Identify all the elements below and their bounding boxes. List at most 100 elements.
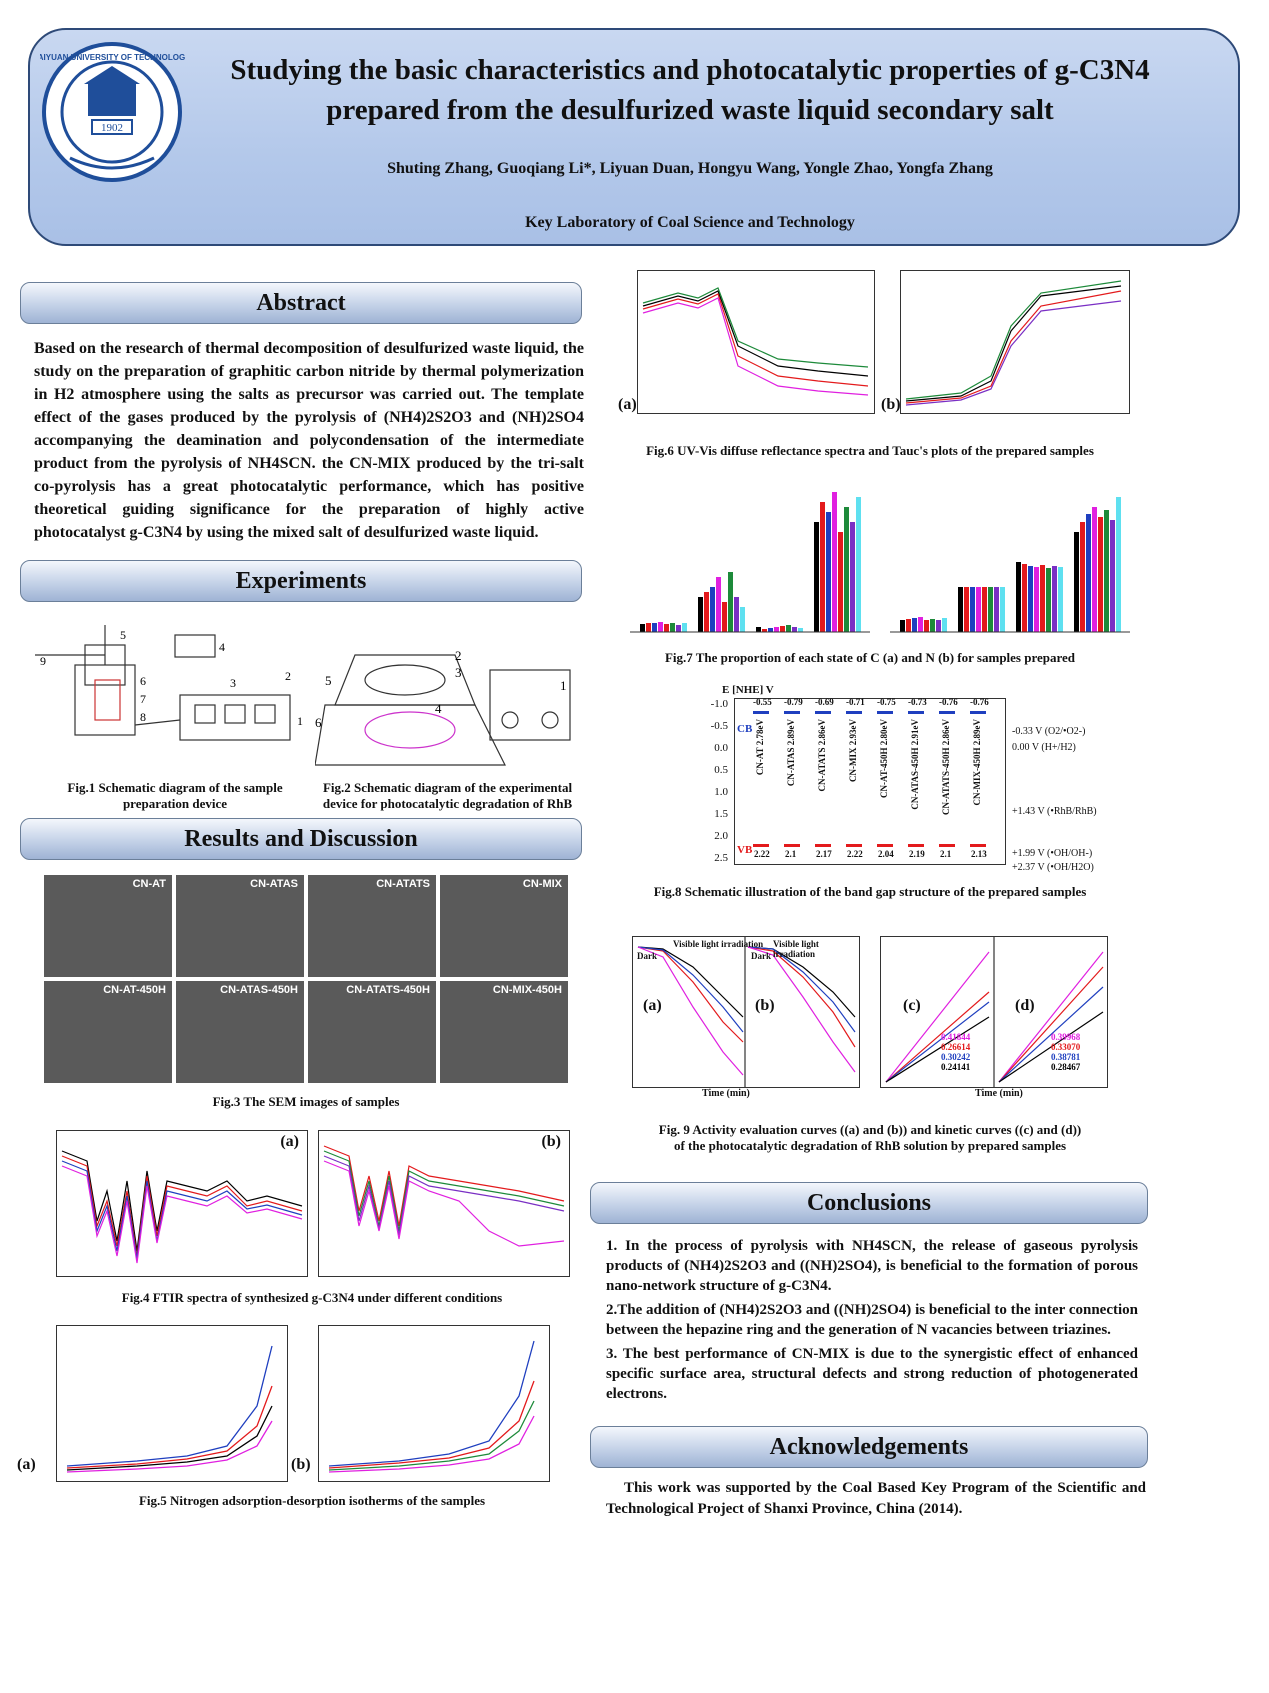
sem-label: CN-ATATS-450H: [346, 984, 430, 996]
fig9-caption-line1: Fig. 9 Activity evaluation curves ((a) a…: [658, 1122, 1082, 1137]
fig4-caption: Fig.4 FTIR spectra of synthesized g-C3N4…: [121, 1290, 503, 1305]
fig1-caption: Fig.1 Schematic diagram of the sample pr…: [67, 780, 283, 811]
bar: [1098, 517, 1103, 632]
fig8-cb-value: -0.76: [970, 697, 989, 707]
fig8-vb-bar: [784, 844, 800, 847]
fig8-ref-level: +1.99 V (•OH/OH-): [1012, 848, 1093, 859]
fig1-label-9: 9: [40, 654, 46, 668]
bar: [1074, 532, 1079, 632]
fig8-cb-bar: [939, 711, 955, 714]
bar: [1000, 587, 1005, 632]
fig5a-isotherm-plot: (a): [17, 1325, 288, 1482]
sem-image: CN-MIX: [440, 875, 568, 977]
bar: [1116, 497, 1121, 632]
sem-label: CN-MIX: [522, 878, 562, 890]
fig8-cb-bar: [753, 711, 769, 714]
sem-label: CN-AT: [132, 878, 166, 890]
fig1-label-6: 6: [140, 674, 146, 688]
fig9a-tag: (a): [643, 997, 662, 1014]
fig5b-isotherm-plot: (b): [291, 1325, 550, 1482]
bar: [976, 587, 981, 632]
abstract-heading: Abstract: [20, 282, 582, 324]
fig8-vb-bar: [846, 844, 862, 847]
fig2-label-4: 4: [435, 701, 442, 716]
fig8-tick: 2.5: [714, 852, 728, 864]
fig9ab-activity: Dark Visible light irradiation Dark Visi…: [632, 936, 860, 1104]
bar: [958, 587, 963, 632]
fig9-k-value: 0.41844: [941, 1032, 971, 1042]
fig8-cb-tag: CB: [737, 723, 753, 735]
fig8-vb-tag: VB: [737, 844, 753, 856]
fig8-frame: -0.55 2.22 CN-AT 2.78eV -0.79 2.1 CN-ATAS 2.8…: [734, 697, 1006, 865]
fig1-label-5: 5: [120, 628, 126, 642]
bar: [814, 522, 819, 632]
fig6b-tag: (b): [881, 396, 901, 413]
bar: [1034, 567, 1039, 632]
bar: [646, 623, 651, 632]
sem-label: CN-AT-450H: [103, 984, 166, 996]
fig8-vb-value: 2.19: [909, 849, 925, 859]
fig8-vb-bar: [753, 844, 769, 847]
fig3-caption: Fig.3 The SEM images of samples: [212, 1094, 400, 1109]
bar: [756, 627, 761, 632]
bar: [1040, 565, 1045, 632]
bar: [936, 620, 941, 632]
bar: [734, 597, 739, 632]
fig8-cb-value: -0.71: [846, 697, 865, 707]
bar: [1016, 562, 1021, 632]
fig8-vb-bar: [815, 844, 831, 847]
fig8-tick: -0.5: [710, 720, 728, 732]
fig2-caption: Fig.2 Schematic diagram of the experimen…: [322, 780, 573, 811]
sem-image: CN-AT-450H: [44, 981, 172, 1083]
bar: [774, 627, 779, 632]
fig2-label-6: 6: [315, 715, 322, 730]
bar: [850, 522, 855, 632]
fig8-vb-bar: [877, 844, 893, 847]
bar: [1046, 568, 1051, 632]
bar: [964, 587, 969, 632]
fig7b-bar-chart: [890, 497, 1130, 633]
fig8-cb-value: -0.76: [939, 697, 958, 707]
bar: [704, 592, 709, 632]
fig7-caption: Fig.7 The proportion of each state of C …: [664, 650, 1076, 665]
bar: [912, 618, 917, 632]
fig1-device-diagram: 9 5 4 6 7 8 3 2 1: [35, 625, 303, 741]
bar: [856, 497, 861, 632]
bar: [988, 587, 993, 632]
fig8-vb-value: 2.04: [878, 849, 894, 859]
fig8-ref-level: 0.00 V (H+/H2): [1012, 742, 1076, 753]
fig8-cb-bar: [877, 711, 893, 714]
fig1-label-2: 2: [285, 669, 291, 683]
bar: [722, 602, 727, 632]
bar: [900, 620, 905, 632]
conclusion-item: 2.The addition of (NH4)2S2O3 and ((NH)2S…: [606, 1302, 1138, 1338]
fig9-k-value: 0.38781: [1051, 1052, 1081, 1062]
fig9-xlabel: Time (min): [975, 1088, 1023, 1099]
bar: [820, 502, 825, 632]
fig2-label-2: 2: [455, 648, 462, 663]
fig8-vb-value: 2.1: [785, 849, 797, 859]
fig8-axis-ticks: -1.0 -0.5 0.0 0.5 1.0 1.5 2.0 2.5: [700, 698, 730, 868]
bar: [682, 623, 687, 632]
poster-header: [28, 28, 1240, 246]
fig1-label-1: 1: [297, 714, 303, 728]
bar: [728, 572, 733, 632]
affiliation: Key Laboratory of Coal Science and Techn…: [525, 214, 855, 231]
experiments-heading: Experiments: [20, 560, 582, 602]
fig2-label-3: 3: [455, 665, 462, 680]
title-line-2: prepared from the desulfurized waste liq…: [326, 94, 1054, 126]
sem-label: CN-ATAS: [250, 878, 298, 890]
fig8-cb-value: -0.55: [753, 697, 772, 707]
bar: [740, 607, 745, 632]
bar: [698, 597, 703, 632]
fig8-cb-bar: [784, 711, 800, 714]
fig8-sample-label: CN-ATAS-450H 2.91eV: [910, 719, 920, 810]
fig5a-tag: (a): [17, 1456, 36, 1473]
fig8-tick: 0.5: [714, 764, 728, 776]
bar: [832, 492, 837, 632]
fig4a-tag: (a): [280, 1133, 299, 1150]
bar: [1086, 514, 1091, 632]
bar: [930, 619, 935, 632]
bar: [780, 626, 785, 632]
sem-label: CN-ATATS: [376, 878, 430, 890]
